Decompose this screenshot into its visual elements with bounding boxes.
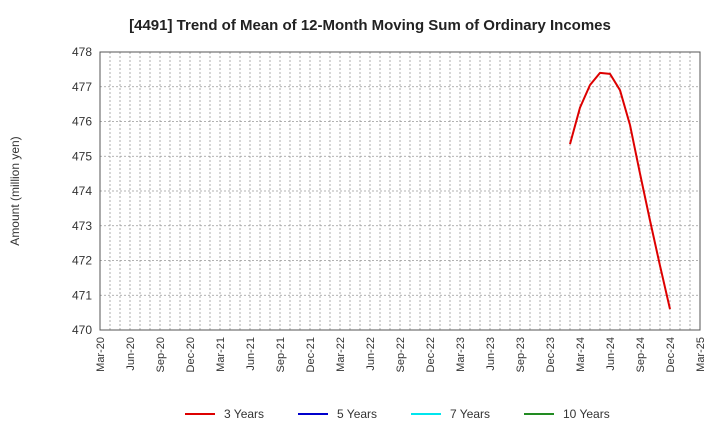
y-tick-label: 475 [72, 149, 92, 163]
x-tick-label: Sep-22 [395, 337, 407, 372]
x-tick-label: Dec-20 [185, 337, 197, 372]
x-tick-label: Sep-20 [155, 337, 167, 372]
y-tick-label: 477 [72, 80, 92, 94]
x-tick-label: Sep-24 [635, 337, 647, 372]
x-tick-label: Dec-24 [665, 337, 677, 372]
x-tick-label: Jun-21 [245, 337, 257, 371]
y-tick-label: 472 [72, 254, 92, 268]
x-tick-label: Sep-21 [275, 337, 287, 372]
y-axis-label: Amount (million yen) [8, 136, 22, 245]
legend-label: 10 Years [563, 407, 610, 421]
y-tick-label: 470 [72, 323, 92, 337]
x-tick-label: Mar-22 [335, 337, 347, 372]
x-tick-label: Mar-25 [695, 337, 707, 372]
x-tick-label: Jun-20 [125, 337, 137, 371]
legend-label: 5 Years [337, 407, 377, 421]
legend-label: 7 Years [450, 407, 490, 421]
series-group [569, 71, 671, 310]
y-tick-label: 478 [72, 45, 92, 59]
x-tick-label: Mar-24 [575, 337, 587, 372]
x-tick-label: Jun-23 [485, 337, 497, 371]
x-tick-label: Jun-24 [605, 337, 617, 371]
x-tick-label: Mar-21 [215, 337, 227, 372]
x-tick-label: Dec-21 [305, 337, 317, 372]
y-tick-label: 471 [72, 288, 92, 302]
legend: 3 Years 5 Years 7 Years 10 Years [185, 407, 610, 421]
x-tick-label: Mar-23 [455, 337, 467, 372]
y-axis: 470 471 472 473 474 475 476 477 478 [72, 45, 92, 337]
y-tick-label: 473 [72, 219, 92, 233]
x-tick-label: Dec-23 [545, 337, 557, 372]
plot-frame [99, 51, 701, 331]
series-line-1 [569, 71, 671, 310]
x-tick-label: Mar-20 [95, 337, 107, 372]
x-tick-label: Dec-22 [425, 337, 437, 372]
legend-label: 3 Years [224, 407, 264, 421]
y-tick-label: 474 [72, 184, 92, 198]
y-tick-label: 476 [72, 115, 92, 129]
x-axis: Mar-20 Jun-20 Sep-20 Dec-20 Mar-21 Jun-21 Sep-… [95, 337, 707, 372]
x-tick-label: Jun-22 [365, 337, 377, 371]
x-tick-label: Sep-23 [515, 337, 527, 372]
grid [100, 52, 700, 330]
chart-title: [4491] Trend of Mean of 12-Month Moving … [129, 17, 611, 34]
